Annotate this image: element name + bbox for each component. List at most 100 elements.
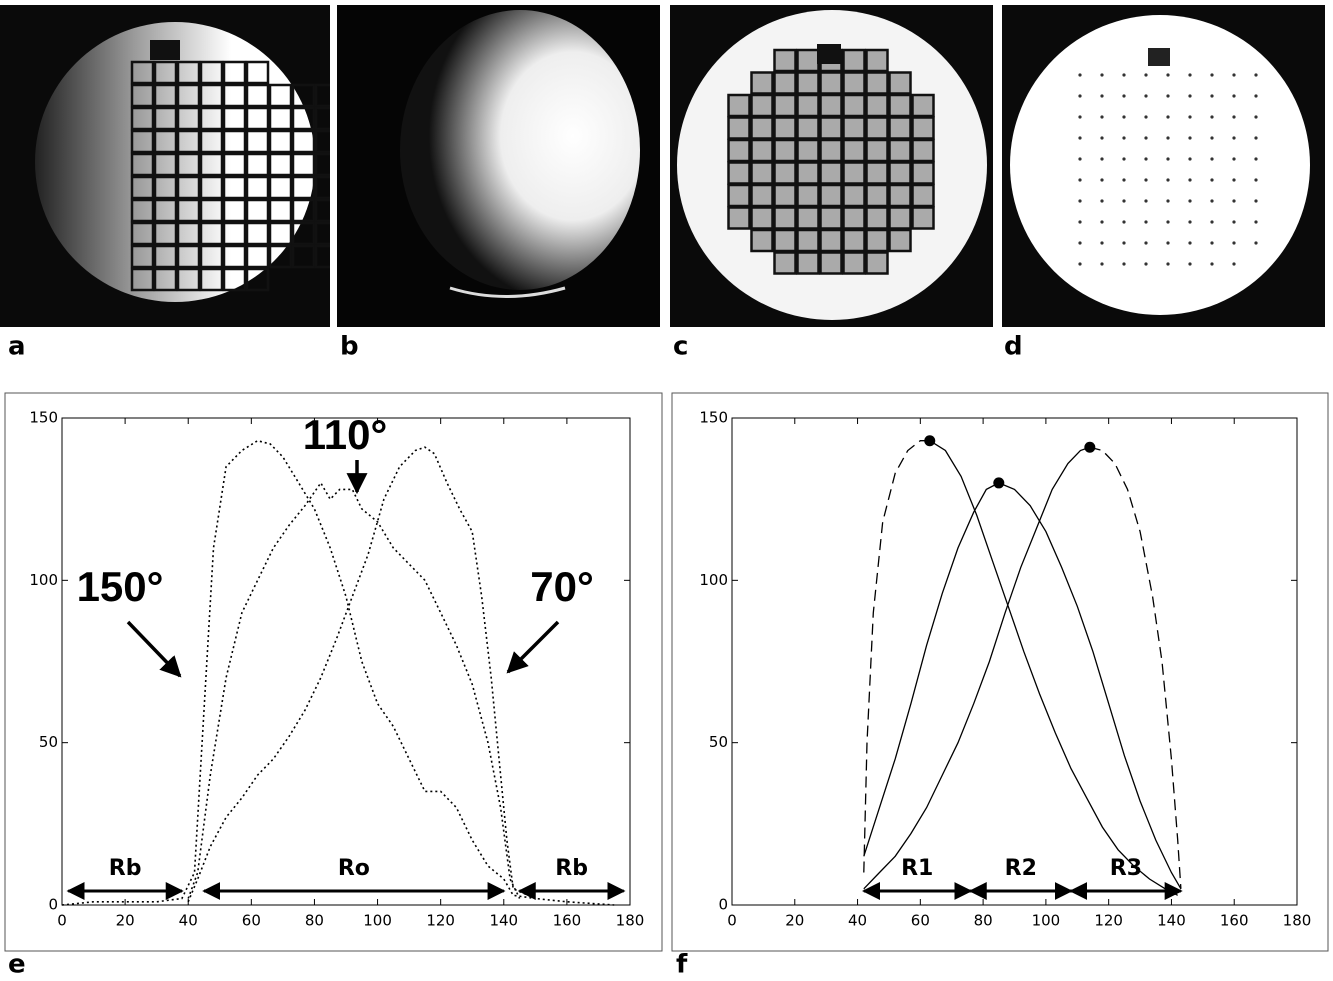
grid-dot [1188, 220, 1191, 223]
region-label: R3 [1110, 856, 1142, 881]
grid-cell [844, 118, 865, 139]
data-line [188, 483, 519, 899]
grid-dot [1232, 241, 1235, 244]
grid-dot [1254, 115, 1257, 118]
grid-cell [913, 208, 934, 229]
grid-cell [729, 140, 750, 161]
grid-dot [1100, 94, 1103, 97]
grid-dot [1122, 157, 1125, 160]
grid-cell [821, 95, 842, 116]
grid-cell [890, 140, 911, 161]
grid-cell [913, 140, 934, 161]
grid-cell [821, 118, 842, 139]
grid-dot [1144, 157, 1147, 160]
grid-dot [1122, 115, 1125, 118]
grid-cell [775, 95, 796, 116]
grid-dot [1100, 115, 1103, 118]
x-tick-label: 100 [1032, 912, 1061, 930]
panel-label: d [1004, 332, 1023, 362]
grid-dot [1100, 73, 1103, 76]
grid-dot [1166, 157, 1169, 160]
grid-cell [798, 140, 819, 161]
grid-dot [1078, 73, 1081, 76]
y-tick-label: 100 [29, 571, 58, 589]
grid-cell [913, 163, 934, 184]
grid-cell [798, 50, 819, 71]
grid-dot [1166, 199, 1169, 202]
grid-dot [1078, 262, 1081, 265]
grid-dot [1188, 178, 1191, 181]
grid-cell [798, 73, 819, 94]
grid-dot [1210, 73, 1213, 76]
grid-dot [1144, 241, 1147, 244]
grid-dot [1144, 262, 1147, 265]
grid-cell [890, 208, 911, 229]
grid-cell [867, 185, 888, 206]
data-line [864, 441, 930, 873]
grid-dot [1254, 157, 1257, 160]
image-c [670, 5, 993, 327]
panel-label: a [8, 332, 26, 362]
grid-cell [821, 208, 842, 229]
x-tick-label: 140 [1157, 912, 1186, 930]
grid-dot [1100, 178, 1103, 181]
x-tick-label: 140 [489, 912, 518, 930]
grid-dot [1100, 157, 1103, 160]
grid-cell [913, 118, 934, 139]
grid-cell [729, 163, 750, 184]
grid-cell [775, 163, 796, 184]
grid-dot [1122, 241, 1125, 244]
grid-dot [1100, 241, 1103, 244]
grid-cell [867, 118, 888, 139]
x-tick-label: 0 [57, 912, 67, 930]
x-tick-label: 60 [242, 912, 261, 930]
data-line [930, 441, 1178, 896]
panel-label: c [673, 332, 688, 362]
grid-cell [775, 230, 796, 251]
grid-cell [890, 230, 911, 251]
grid-cell [867, 163, 888, 184]
grid-dot [1188, 262, 1191, 265]
grid-dot [1232, 73, 1235, 76]
grid-cell [729, 95, 750, 116]
y-tick-label: 0 [48, 896, 58, 914]
grid-dot [1166, 241, 1169, 244]
grid-cell [729, 118, 750, 139]
grid-dot [1166, 220, 1169, 223]
x-tick-label: 60 [911, 912, 930, 930]
x-tick-label: 40 [848, 912, 867, 930]
grid-dot [1188, 136, 1191, 139]
x-tick-label: 120 [426, 912, 455, 930]
annotation-arrow [508, 622, 558, 672]
x-tick-label: 180 [616, 912, 645, 930]
grid-dot [1254, 220, 1257, 223]
grid-cell [867, 208, 888, 229]
y-tick-label: 0 [718, 896, 728, 914]
grid-cell [867, 73, 888, 94]
grid-dot [1122, 199, 1125, 202]
x-tick-label: 160 [1220, 912, 1249, 930]
grid-cell [913, 185, 934, 206]
x-tick-label: 20 [785, 912, 804, 930]
y-tick-label: 100 [699, 571, 728, 589]
grid-dot [1144, 220, 1147, 223]
grid-cell [867, 230, 888, 251]
peak-marker [1084, 442, 1095, 453]
grid-dot [1100, 262, 1103, 265]
image-b [337, 5, 660, 327]
grid-dot [1078, 178, 1081, 181]
grid-dot [1254, 94, 1257, 97]
grid-cell [775, 73, 796, 94]
grid-cell [913, 95, 934, 116]
grid-cell [844, 230, 865, 251]
grid-dot [1210, 241, 1213, 244]
grid-dot [1210, 199, 1213, 202]
grid-cell [844, 185, 865, 206]
grid-cell [752, 208, 773, 229]
x-tick-label: 180 [1283, 912, 1312, 930]
grid-cell [798, 230, 819, 251]
grid-dot [1232, 157, 1235, 160]
x-tick-label: 80 [305, 912, 324, 930]
grid-dot [1078, 157, 1081, 160]
grid-dot [1078, 220, 1081, 223]
